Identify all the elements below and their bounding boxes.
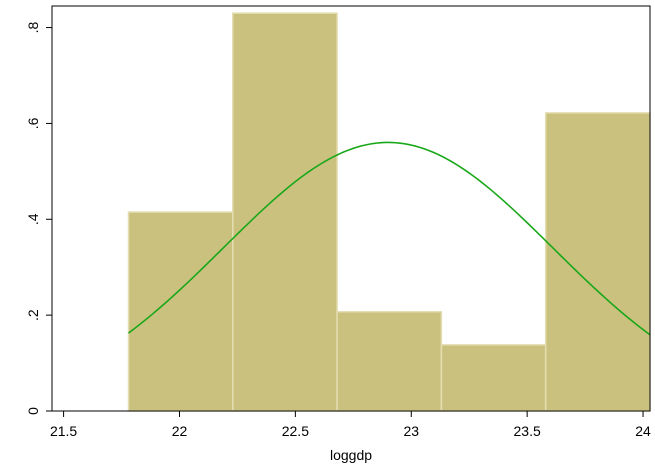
x-tick-label: 22.5 [282,423,309,439]
y-tick-label: 0 [25,407,41,415]
x-tick-label: 21.5 [50,423,77,439]
x-tick-label: 23.5 [514,423,541,439]
x-tick-label: 23 [403,423,419,439]
x-tick-label: 22 [172,423,188,439]
y-tick-label: .8 [25,22,41,34]
y-tick-label: .4 [25,213,41,225]
normal-density-curve [128,141,651,336]
histogram-bar-1 [127,211,234,412]
y-tick-label: .6 [25,117,41,129]
histogram-bar-2 [232,12,338,412]
plot-frame [51,5,651,412]
x-tick-label: 24 [635,423,651,439]
y-tick-label: .2 [25,309,41,321]
histogram-bar-5 [544,112,651,412]
y-axis-ticks: 0 .2 .4 .6 .8 [25,22,52,415]
x-axis-ticks: 21.5 22 22.5 23 23.5 24 [50,411,651,439]
bars-group [127,12,651,412]
x-axis-label: loggdp [330,447,372,463]
histogram-bar-3 [336,311,443,412]
histogram-bar-4 [440,344,547,412]
